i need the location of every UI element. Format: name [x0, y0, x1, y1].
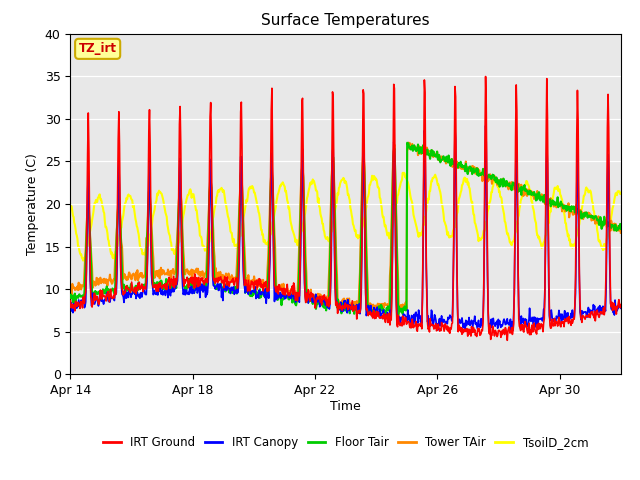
Floor Tair [296, 236, 304, 241]
IRT Canopy [86, 277, 94, 283]
IRT Canopy [296, 279, 304, 285]
Line: Floor Tair: Floor Tair [70, 143, 621, 317]
Floor Tair [394, 314, 402, 320]
IRT Canopy [508, 329, 515, 335]
Floor Tair [86, 237, 94, 242]
Floor Tair [403, 140, 411, 145]
IRT Ground [196, 283, 204, 288]
Tower TAir [67, 289, 74, 295]
IRT Ground [267, 169, 275, 175]
IRT Ground [504, 337, 511, 343]
TsoilD_2cm [400, 170, 408, 176]
Tower TAir [378, 304, 386, 310]
Tower TAir [86, 234, 94, 240]
Tower TAir [196, 269, 204, 275]
TsoilD_2cm [79, 258, 87, 264]
Line: TsoilD_2cm: TsoilD_2cm [70, 173, 621, 261]
IRT Ground [67, 298, 74, 303]
Text: TZ_irt: TZ_irt [79, 42, 116, 55]
IRT Canopy [378, 310, 386, 316]
TsoilD_2cm [268, 228, 275, 233]
TsoilD_2cm [196, 234, 204, 240]
Tower TAir [296, 216, 304, 222]
TsoilD_2cm [67, 202, 74, 207]
TsoilD_2cm [513, 228, 520, 234]
IRT Ground [617, 302, 625, 308]
Tower TAir [404, 140, 412, 145]
IRT Ground [378, 313, 386, 319]
Title: Surface Temperatures: Surface Temperatures [261, 13, 430, 28]
Floor Tair [378, 305, 386, 311]
Floor Tair [196, 281, 204, 287]
Line: IRT Canopy: IRT Canopy [70, 126, 621, 332]
TsoilD_2cm [297, 231, 305, 237]
Legend: IRT Ground, IRT Canopy, Floor Tair, Tower TAir, TsoilD_2cm: IRT Ground, IRT Canopy, Floor Tair, Towe… [99, 431, 593, 454]
IRT Canopy [513, 123, 520, 129]
X-axis label: Time: Time [330, 400, 361, 413]
Tower TAir [267, 180, 275, 186]
Floor Tair [67, 295, 74, 301]
Tower TAir [617, 230, 625, 236]
Floor Tair [513, 184, 520, 190]
Tower TAir [513, 184, 520, 190]
Tower TAir [395, 310, 403, 316]
IRT Ground [513, 82, 520, 88]
Floor Tair [267, 187, 275, 192]
Line: Tower TAir: Tower TAir [70, 143, 621, 313]
IRT Ground [86, 261, 94, 266]
IRT Canopy [196, 295, 204, 300]
IRT Canopy [67, 303, 74, 309]
TsoilD_2cm [87, 225, 95, 230]
IRT Ground [482, 73, 490, 79]
IRT Ground [296, 270, 304, 276]
TsoilD_2cm [617, 191, 625, 196]
IRT Canopy [267, 196, 275, 202]
IRT Canopy [482, 123, 490, 129]
IRT Canopy [617, 305, 625, 311]
TsoilD_2cm [379, 215, 387, 220]
Line: IRT Ground: IRT Ground [70, 76, 621, 340]
Floor Tair [617, 226, 625, 232]
Y-axis label: Temperature (C): Temperature (C) [26, 153, 39, 255]
